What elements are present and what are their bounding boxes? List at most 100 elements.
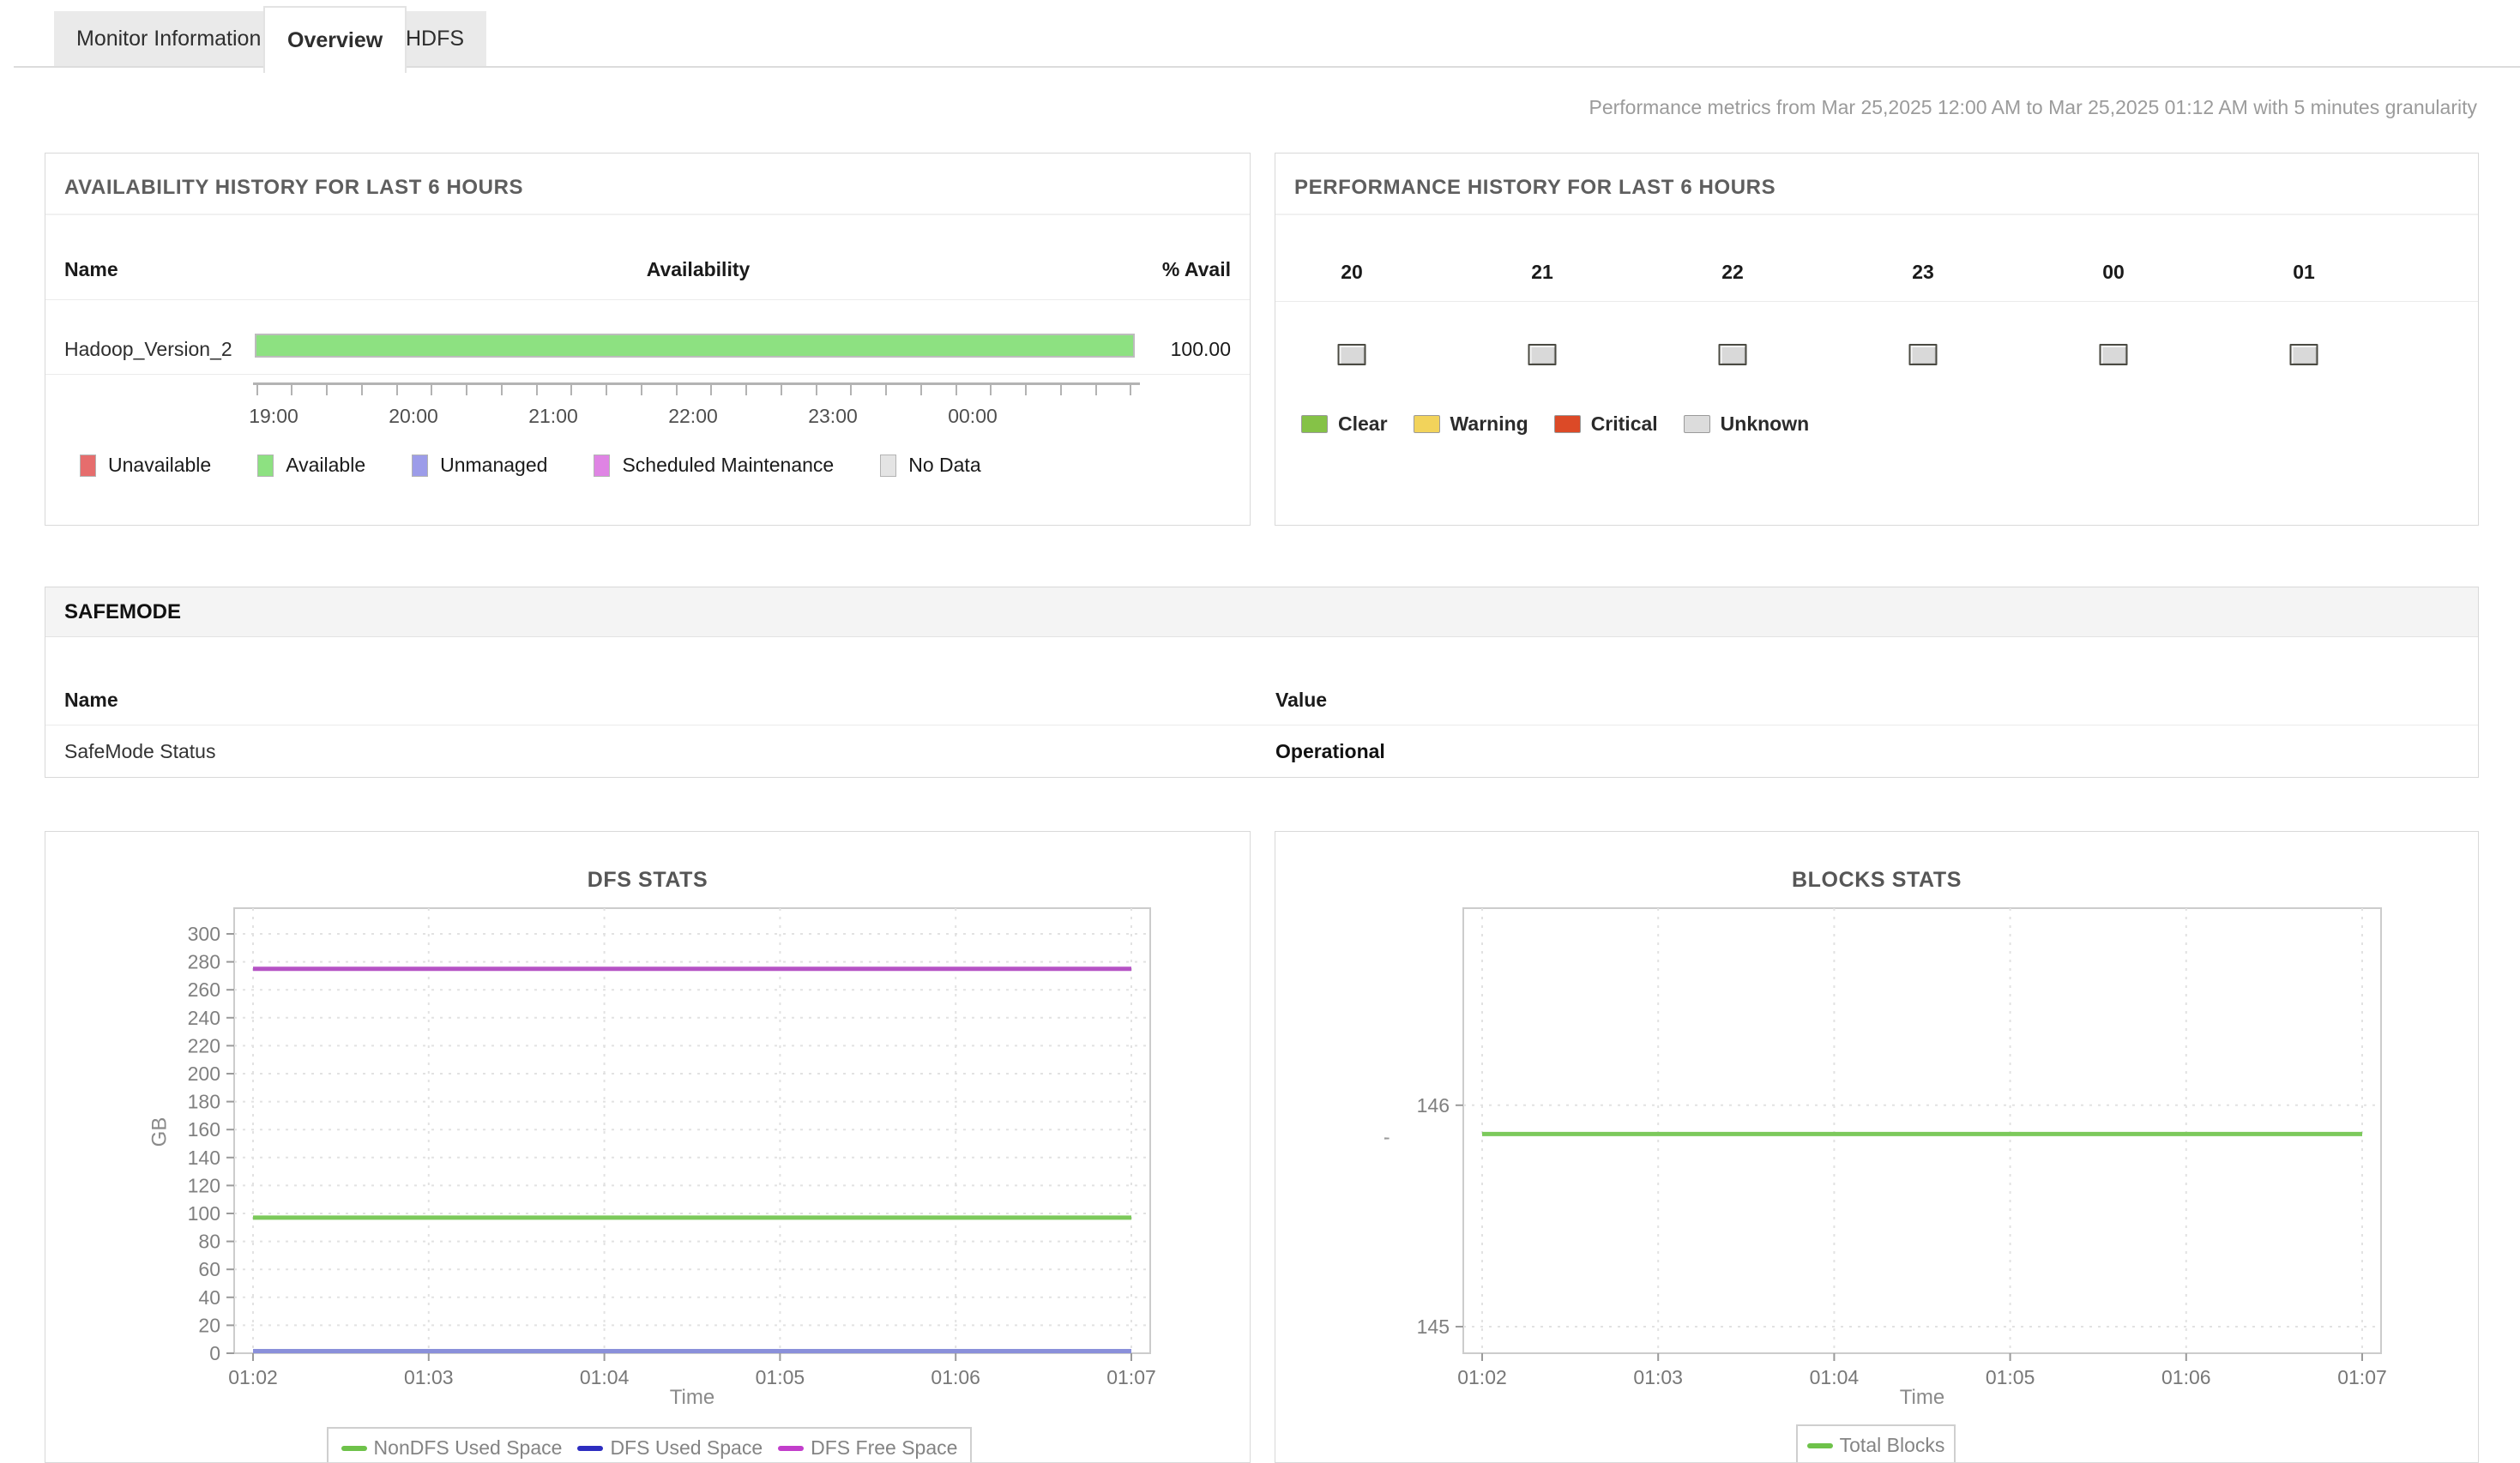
- legend-label: Clear: [1338, 412, 1388, 436]
- dfs-stats-legend: NonDFS Used SpaceDFS Used SpaceDFS Free …: [327, 1427, 972, 1463]
- legend-item-dfs-used-space: DFS Used Space: [577, 1436, 763, 1460]
- svg-text:200: 200: [188, 1063, 220, 1085]
- axis-tick: [291, 385, 292, 395]
- svg-text:220: 220: [188, 1034, 220, 1057]
- legend-item-critical: Critical: [1554, 412, 1658, 436]
- svg-text:01:07: 01:07: [1106, 1366, 1156, 1388]
- svg-text:260: 260: [188, 978, 220, 1001]
- axis-hour-label: 20:00: [389, 405, 438, 428]
- axis-tick: [920, 385, 922, 395]
- availability-panel-title: AVAILABILITY HISTORY FOR LAST 6 HOURS: [64, 176, 523, 200]
- legend-dash-dfs-free-space: [778, 1446, 804, 1451]
- legend-swatch-no-data: [880, 455, 896, 477]
- legend-dash-dfs-used-space: [577, 1446, 603, 1451]
- performance-metrics-note: Performance metrics from Mar 25,2025 12:…: [1589, 96, 2478, 119]
- legend-label: Critical: [1591, 412, 1658, 436]
- svg-text:145: 145: [1417, 1315, 1450, 1338]
- column-percent-avail: % Avail: [1162, 258, 1231, 281]
- hour-label-22: 22: [1721, 261, 1744, 284]
- axis-hour-label: 19:00: [249, 405, 298, 428]
- axis-tick: [885, 385, 887, 395]
- axis-tick: [1130, 385, 1131, 395]
- legend-swatch-warning: [1414, 415, 1440, 433]
- legend-swatch-unmanaged: [412, 455, 428, 477]
- axis-tick: [781, 385, 782, 395]
- availability-history-panel: AVAILABILITY HISTORY FOR LAST 6 HOURS Na…: [45, 153, 1251, 526]
- dfs-stats-panel: DFS STATS GB Time 0204060801001201401601…: [45, 831, 1251, 1463]
- legend-label: Scheduled Maintenance: [622, 454, 834, 477]
- svg-text:300: 300: [188, 923, 220, 945]
- status-box-hour-00[interactable]: [2100, 344, 2128, 365]
- svg-text:80: 80: [198, 1231, 220, 1253]
- axis-tick: [361, 385, 363, 395]
- axis-tick: [1060, 385, 1062, 395]
- divider: [45, 214, 1250, 215]
- blocks-stats-legend: Total Blocks: [1796, 1424, 1956, 1463]
- status-box-hour-20[interactable]: [1338, 344, 1366, 365]
- axis-tick: [676, 385, 678, 395]
- performance-panel-title: PERFORMANCE HISTORY FOR LAST 6 HOURS: [1294, 176, 1775, 200]
- legend-swatch-critical: [1554, 415, 1581, 433]
- svg-text:180: 180: [188, 1091, 220, 1113]
- availability-time-axis: 19:0020:0021:0022:0023:0000:00: [253, 382, 1140, 443]
- legend-item-no-data: No Data: [880, 454, 980, 477]
- legend-swatch-scheduled-maintenance: [594, 455, 610, 477]
- blocks-stats-panel: BLOCKS STATS ' Time 14514601:0201:0301:0…: [1275, 831, 2479, 1463]
- status-box-hour-22[interactable]: [1719, 344, 1747, 365]
- divider: [1275, 301, 2478, 302]
- tab-overview[interactable]: Overview: [263, 6, 407, 73]
- axis-tick: [956, 385, 957, 395]
- svg-text:140: 140: [188, 1147, 220, 1169]
- axis-hour-label: 00:00: [948, 405, 998, 428]
- legend-item-warning: Warning: [1414, 412, 1528, 436]
- axis-tick: [326, 385, 328, 395]
- svg-text:01:07: 01:07: [2337, 1366, 2387, 1388]
- legend-item-unavailable: Unavailable: [80, 454, 211, 477]
- svg-text:146: 146: [1417, 1094, 1450, 1117]
- legend-label: NonDFS Used Space: [374, 1436, 563, 1460]
- divider: [45, 299, 1250, 300]
- svg-text:01:05: 01:05: [1986, 1366, 2035, 1388]
- legend-item-total-blocks: Total Blocks: [1807, 1434, 1945, 1457]
- status-box-hour-21[interactable]: [1528, 344, 1557, 365]
- dfs-stats-chart: 0204060801001201401601802002202402602803…: [45, 832, 1251, 1463]
- axis-line: [253, 382, 1140, 385]
- axis-tick: [501, 385, 503, 395]
- legend-label: Unmanaged: [440, 454, 547, 477]
- legend-label: Unknown: [1721, 412, 1810, 436]
- safemode-panel: SAFEMODE Name Value SafeMode Status Oper…: [45, 587, 2479, 778]
- axis-tick: [431, 385, 432, 395]
- column-availability: Availability: [647, 258, 751, 281]
- axis-tick: [256, 385, 258, 395]
- axis-hour-label: 21:00: [528, 405, 578, 428]
- axis-tick: [641, 385, 642, 395]
- svg-text:20: 20: [198, 1314, 220, 1336]
- svg-text:01:06: 01:06: [931, 1366, 980, 1388]
- divider: [45, 374, 1250, 375]
- legend-label: DFS Used Space: [610, 1436, 763, 1460]
- legend-label: Unavailable: [108, 454, 211, 477]
- legend-item-nondfs-used-space: NonDFS Used Space: [341, 1436, 563, 1460]
- hadoop-monitor-dashboard: { "tabs": [ { "label": "Monitor Informat…: [0, 0, 2520, 1463]
- divider: [1275, 214, 2478, 215]
- status-box-hour-01[interactable]: [2290, 344, 2318, 365]
- axis-tick: [396, 385, 398, 395]
- safemode-row-name: SafeMode Status: [64, 740, 215, 763]
- axis-tick: [710, 385, 712, 395]
- svg-text:01:05: 01:05: [756, 1366, 805, 1388]
- status-box-hour-23[interactable]: [1909, 344, 1938, 365]
- svg-text:01:02: 01:02: [1457, 1366, 1507, 1388]
- safemode-column-value: Value: [1275, 689, 1327, 712]
- hour-label-20: 20: [1341, 261, 1363, 284]
- axis-tick: [850, 385, 852, 395]
- svg-text:01:06: 01:06: [2161, 1366, 2211, 1388]
- safemode-row-value: Operational: [1275, 740, 1385, 763]
- legend-item-clear: Clear: [1301, 412, 1388, 436]
- tab-monitor-information[interactable]: Monitor Information: [54, 11, 283, 66]
- column-name: Name: [64, 258, 118, 281]
- svg-text:40: 40: [198, 1286, 220, 1309]
- blocks-stats-chart: 14514601:0201:0301:0401:0501:0601:07: [1275, 832, 2479, 1463]
- axis-tick: [745, 385, 747, 395]
- svg-text:100: 100: [188, 1202, 220, 1225]
- axis-tick: [606, 385, 607, 395]
